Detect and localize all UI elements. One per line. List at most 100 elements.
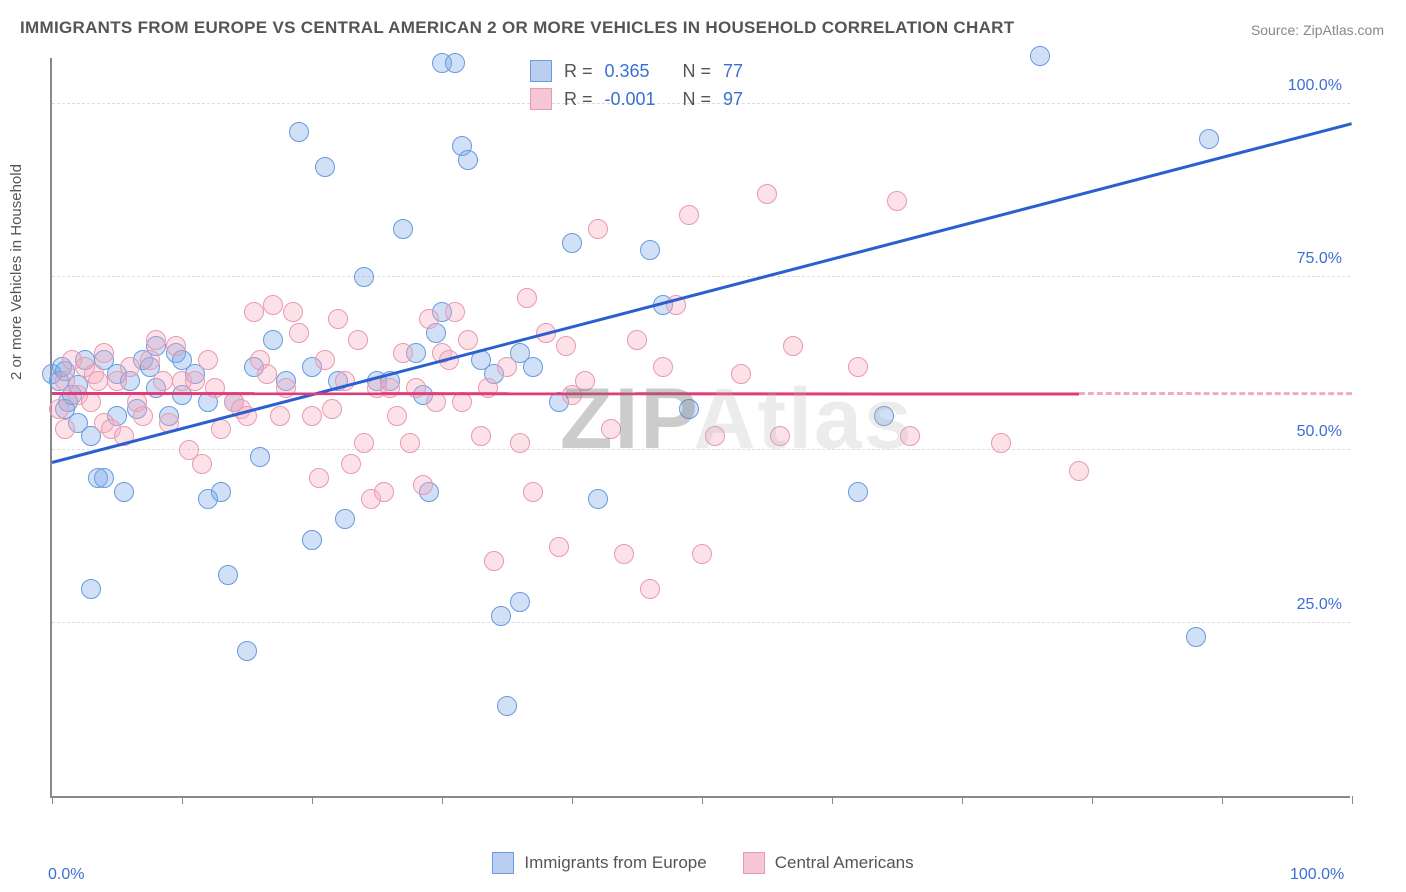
- data-point: [354, 433, 374, 453]
- data-point: [491, 606, 511, 626]
- data-point: [250, 447, 270, 467]
- data-point: [114, 482, 134, 502]
- data-point: [627, 330, 647, 350]
- data-point: [679, 399, 699, 419]
- data-point: [458, 150, 478, 170]
- data-point: [549, 537, 569, 557]
- data-point: [81, 579, 101, 599]
- data-point: [413, 475, 433, 495]
- data-point: [692, 544, 712, 564]
- data-point: [387, 406, 407, 426]
- legend-swatch: [743, 852, 765, 874]
- y-axis-label: 2 or more Vehicles in Household: [8, 164, 25, 380]
- x-tick: [832, 796, 833, 804]
- data-point: [458, 330, 478, 350]
- data-point: [283, 302, 303, 322]
- data-point: [757, 184, 777, 204]
- data-point: [445, 302, 465, 322]
- data-point: [562, 233, 582, 253]
- data-point: [211, 482, 231, 502]
- data-point: [510, 433, 530, 453]
- y-tick-label: 25.0%: [1297, 596, 1342, 614]
- data-point: [302, 406, 322, 426]
- data-point: [1069, 461, 1089, 481]
- legend-n-label: N =: [683, 61, 712, 82]
- data-point: [497, 696, 517, 716]
- data-point: [211, 419, 231, 439]
- y-tick-label: 50.0%: [1297, 423, 1342, 441]
- data-point: [510, 592, 530, 612]
- legend-item: Central Americans: [743, 852, 914, 874]
- x-tick: [1092, 796, 1093, 804]
- gridline-h: [52, 622, 1350, 623]
- data-point: [497, 357, 517, 377]
- data-point: [575, 371, 595, 391]
- data-point: [653, 357, 673, 377]
- data-point: [263, 295, 283, 315]
- legend-swatch: [530, 88, 552, 110]
- data-point: [185, 371, 205, 391]
- data-point: [315, 157, 335, 177]
- scatter-chart: 25.0%50.0%75.0%100.0%: [50, 58, 1350, 798]
- data-point: [374, 482, 394, 502]
- legend-r-value: -0.001: [605, 89, 671, 110]
- data-point: [354, 267, 374, 287]
- data-point: [705, 426, 725, 446]
- data-point: [289, 122, 309, 142]
- legend-r-value: 0.365: [605, 61, 671, 82]
- data-point: [309, 468, 329, 488]
- trend-line: [52, 122, 1353, 464]
- data-point: [244, 302, 264, 322]
- data-point: [588, 219, 608, 239]
- data-point: [523, 482, 543, 502]
- data-point: [601, 419, 621, 439]
- data-point: [874, 406, 894, 426]
- legend-stats: R =0.365N =77R =-0.001N =97: [530, 60, 743, 110]
- data-point: [887, 191, 907, 211]
- data-point: [679, 205, 699, 225]
- data-point: [322, 399, 342, 419]
- legend-swatch: [530, 60, 552, 82]
- x-tick: [312, 796, 313, 804]
- data-point: [445, 53, 465, 73]
- data-point: [556, 336, 576, 356]
- data-point: [848, 357, 868, 377]
- legend-swatch: [492, 852, 514, 874]
- trend-line: [52, 392, 1079, 396]
- legend-r-label: R =: [564, 61, 593, 82]
- data-point: [289, 323, 309, 343]
- x-tick: [1352, 796, 1353, 804]
- data-point: [49, 399, 69, 419]
- legend-stat-row: R =0.365N =77: [530, 60, 743, 82]
- data-point: [783, 336, 803, 356]
- data-point: [257, 364, 277, 384]
- data-point: [198, 350, 218, 370]
- data-point: [614, 544, 634, 564]
- x-tick: [572, 796, 573, 804]
- data-point: [640, 240, 660, 260]
- data-point: [94, 343, 114, 363]
- data-point: [640, 579, 660, 599]
- legend-n-value: 97: [723, 89, 743, 110]
- gridline-h: [52, 449, 1350, 450]
- data-point: [88, 371, 108, 391]
- data-point: [166, 336, 186, 356]
- data-point: [484, 551, 504, 571]
- data-point: [393, 219, 413, 239]
- data-point: [302, 530, 322, 550]
- legend-stat-row: R =-0.001N =97: [530, 88, 743, 110]
- data-point: [94, 468, 114, 488]
- data-point: [263, 330, 283, 350]
- y-tick-label: 75.0%: [1297, 250, 1342, 268]
- legend-r-label: R =: [564, 89, 593, 110]
- data-point: [335, 509, 355, 529]
- data-point: [146, 330, 166, 350]
- data-point: [419, 309, 439, 329]
- data-point: [900, 426, 920, 446]
- data-point: [218, 565, 238, 585]
- data-point: [848, 482, 868, 502]
- data-point: [517, 288, 537, 308]
- x-tick: [52, 796, 53, 804]
- data-point: [523, 357, 543, 377]
- data-point: [1186, 627, 1206, 647]
